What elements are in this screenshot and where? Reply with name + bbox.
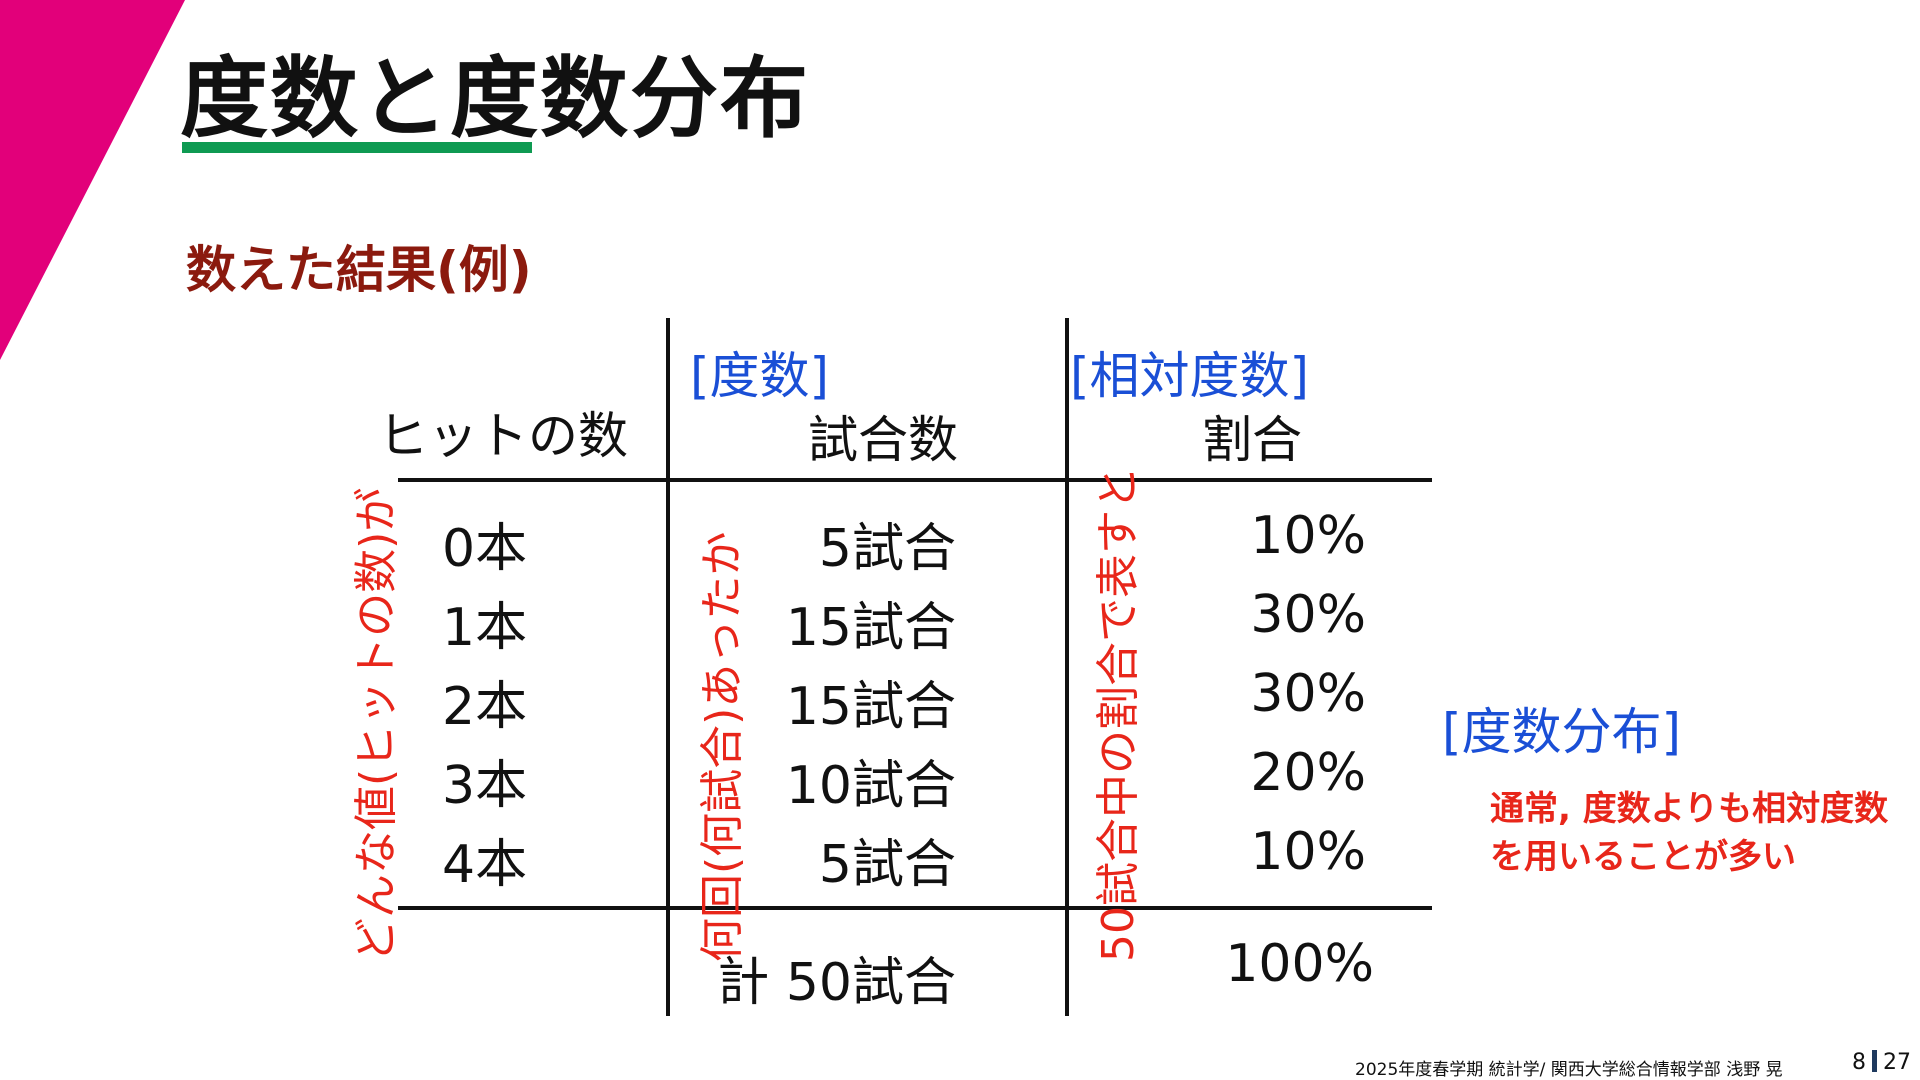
row-hits: 1本 bbox=[442, 598, 528, 658]
row-games: 15試合 bbox=[785, 598, 956, 658]
row-games: 5試合 bbox=[818, 835, 956, 895]
frequency-distribution-label: [度数分布] bbox=[1442, 703, 1682, 761]
header-games: 試合数 bbox=[808, 411, 958, 469]
row-hits: 4本 bbox=[442, 835, 528, 895]
annotation-counts: 何回(何試合)あったか bbox=[697, 531, 748, 962]
frequency-label: [度数] bbox=[690, 347, 830, 405]
relative-frequency-label: [相対度数] bbox=[1070, 347, 1310, 405]
total-ratio: 100% bbox=[1225, 934, 1374, 994]
page-separator bbox=[1872, 1050, 1877, 1072]
slide-subtitle: 数えた結果(例) bbox=[186, 241, 532, 299]
table-header-rule bbox=[398, 478, 1432, 482]
row-hits: 2本 bbox=[442, 677, 528, 737]
annotation-values: どんな値(ヒットの数)が bbox=[351, 487, 402, 962]
header-ratio: 割合 bbox=[1202, 411, 1302, 469]
row-ratio: 10% bbox=[1250, 822, 1366, 882]
row-ratio: 20% bbox=[1250, 743, 1366, 803]
total-games: 計 50試合 bbox=[717, 953, 956, 1013]
table-total-rule bbox=[398, 906, 1432, 910]
usage-note-line1: 通常, 度数よりも相対度数 bbox=[1490, 789, 1889, 829]
page-current: 8 bbox=[1852, 1050, 1866, 1075]
row-hits: 0本 bbox=[442, 519, 528, 579]
slide-title: 度数と度数分布 bbox=[180, 47, 811, 150]
row-ratio: 30% bbox=[1250, 664, 1366, 724]
row-hits: 3本 bbox=[442, 756, 528, 816]
row-games: 10試合 bbox=[785, 756, 956, 816]
header-hits: ヒットの数 bbox=[378, 407, 628, 465]
usage-note-line2: を用いることが多い bbox=[1490, 837, 1796, 877]
title-underline bbox=[182, 142, 532, 153]
footer-course-info: 2025年度春学期 統計学/ 関西大学総合情報学部 浅野 晃 bbox=[1355, 1060, 1783, 1080]
row-games: 15試合 bbox=[785, 677, 956, 737]
row-ratio: 30% bbox=[1250, 585, 1366, 645]
annotation-ratios: 50試合中の割合で表すと bbox=[1093, 466, 1144, 962]
page-indicator: 8 27 bbox=[1852, 1050, 1911, 1075]
table-vertical-rule-right bbox=[1065, 318, 1069, 1016]
usage-note: 通常, 度数よりも相対度数 を用いることが多い bbox=[1490, 785, 1888, 881]
page-total: 27 bbox=[1883, 1050, 1911, 1075]
corner-accent-shape bbox=[0, 0, 185, 360]
table-vertical-rule-left bbox=[666, 318, 670, 1016]
row-games: 5試合 bbox=[818, 519, 956, 579]
row-ratio: 10% bbox=[1250, 506, 1366, 566]
